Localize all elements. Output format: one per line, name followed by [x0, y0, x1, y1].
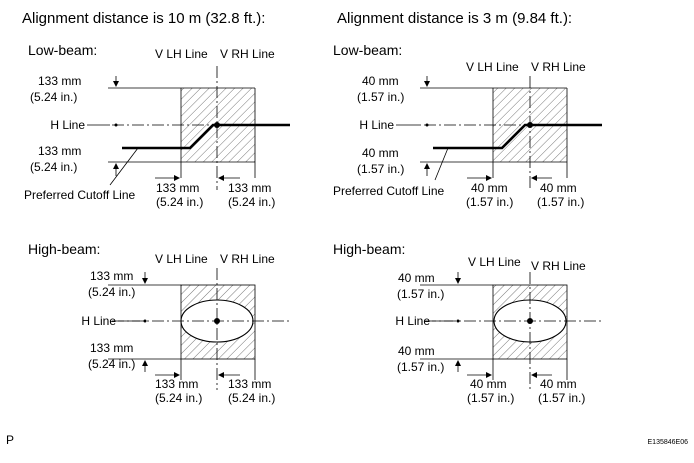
left-high-top-mm: 133 mm — [90, 269, 133, 283]
right-high-vlh-label: V LH Line — [468, 255, 521, 269]
right-high-top-in: (1.57 in.) — [397, 287, 444, 301]
left-high-vlh-label: V LH Line — [155, 252, 208, 266]
left-low-h-label: H Line — [50, 118, 85, 132]
left-low-bot-mm: 133 mm — [38, 144, 81, 158]
right-high-center-dot — [527, 318, 533, 324]
left-low-cutoff-line — [122, 123, 290, 150]
left-high-bot-in: (5.24 in.) — [88, 357, 135, 371]
right-low-top-mm: 40 mm — [362, 74, 399, 88]
left-heading: Alignment distance is 10 m (32.8 ft.): — [22, 10, 265, 27]
left-high-h1-in: (5.24 in.) — [155, 391, 202, 405]
left-low-h2-mm: 133 mm — [228, 181, 271, 195]
right-high-bot-mm: 40 mm — [398, 344, 435, 358]
right-low-title: Low-beam: — [333, 42, 402, 58]
right-low-h-mark — [425, 123, 429, 127]
right-low-top-in: (1.57 in.) — [357, 90, 404, 104]
left-low-center-dot — [214, 122, 220, 128]
right-high-h2-in: (1.57 in.) — [538, 391, 585, 405]
right-high-h2-mm: 40 mm — [540, 377, 577, 391]
right-high-vrh-label: V RH Line — [531, 259, 586, 273]
right-high-h-label: H Line — [395, 314, 430, 328]
right-high-title: High-beam: — [333, 241, 405, 257]
right-low-cutoff-line — [433, 123, 602, 150]
right-low-vlh-label: V LH Line — [466, 60, 519, 74]
right-low-preferred-leader — [434, 147, 449, 181]
left-low-title: Low-beam: — [28, 42, 97, 58]
right-heading: Alignment distance is 3 m (9.84 ft.): — [337, 10, 572, 27]
right-low-h1-in: (1.57 in.) — [466, 195, 513, 209]
left-low-vlh-label: V LH Line — [155, 47, 208, 61]
left-high-vrh-label: V RH Line — [220, 252, 275, 266]
right-low-vrh-label: V RH Line — [531, 60, 586, 74]
left-high-h2-in: (5.24 in.) — [228, 391, 275, 405]
left-low-beam-panel: Low-beam: V LH Line V RH Line 133 mm (5.… — [24, 42, 290, 209]
left-high-h-mark — [143, 319, 147, 323]
right-high-h1-in: (1.57 in.) — [467, 391, 514, 405]
right-low-h-label: H Line — [359, 118, 394, 132]
left-high-h2-mm: 133 mm — [228, 377, 271, 391]
left-low-h2-in: (5.24 in.) — [228, 195, 275, 209]
left-low-bot-in: (5.24 in.) — [30, 160, 77, 174]
right-low-beam-panel: Low-beam: V LH Line V RH Line 40 mm (1.5… — [333, 42, 602, 209]
left-low-h1-mm: 133 mm — [156, 181, 199, 195]
right-high-bot-in: (1.57 in.) — [397, 360, 444, 374]
right-low-bot-in: (1.57 in.) — [357, 162, 404, 176]
left-high-h-label: H Line — [81, 314, 116, 328]
right-low-center-dot — [527, 122, 533, 128]
right-high-h-mark — [456, 319, 460, 323]
figure-code: E135846E06 — [648, 439, 689, 446]
left-high-center-dot — [214, 318, 220, 324]
right-high-h1-mm: 40 mm — [470, 377, 507, 391]
left-high-top-in: (5.24 in.) — [88, 285, 135, 299]
left-low-h1-in: (5.24 in.) — [156, 195, 203, 209]
left-high-h1-mm: 133 mm — [155, 377, 198, 391]
left-low-top-in: (5.24 in.) — [30, 90, 77, 104]
right-high-beam-panel: High-beam: V LH Line V RH Line 40 mm (1.… — [333, 241, 602, 405]
left-low-top-mm: 133 mm — [38, 74, 81, 88]
right-low-preferred-label: Preferred Cutoff Line — [333, 184, 445, 198]
left-high-title: High-beam: — [28, 241, 100, 257]
left-low-preferred-label: Preferred Cutoff Line — [24, 188, 136, 202]
left-low-preferred-leader — [109, 147, 139, 186]
right-low-h2-mm: 40 mm — [540, 181, 577, 195]
footer-left-mark: P — [6, 433, 14, 447]
left-high-beam-panel: High-beam: V LH Line V RH Line 133 mm (5… — [28, 241, 290, 405]
right-high-top-mm: 40 mm — [398, 271, 435, 285]
right-low-bot-mm: 40 mm — [362, 146, 399, 160]
left-high-bot-mm: 133 mm — [90, 341, 133, 355]
right-low-h2-in: (1.57 in.) — [537, 195, 584, 209]
right-low-h1-mm: 40 mm — [471, 181, 508, 195]
left-low-vrh-label: V RH Line — [220, 47, 275, 61]
left-low-h-mark — [114, 123, 118, 127]
